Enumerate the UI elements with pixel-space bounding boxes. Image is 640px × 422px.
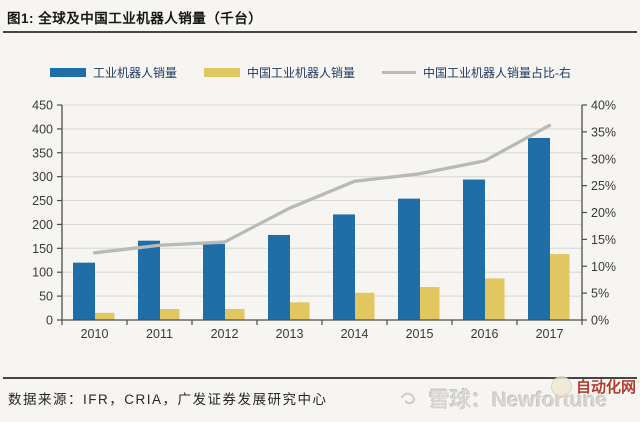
bar-china-2013 (290, 302, 310, 320)
x-axis-year-label: 2012 (211, 327, 239, 341)
left-axis-tick: 100 (32, 266, 53, 280)
left-axis-tick: 50 (39, 290, 53, 304)
bar-china-2012 (225, 309, 245, 320)
left-axis-tick: 450 (32, 99, 53, 113)
chart-legend: 工业机器人销量 中国工业机器人销量 中国工业机器人销量占比-右 (50, 64, 571, 81)
right-axis-tick: 5% (591, 287, 609, 301)
badge-text: 自动化网 (575, 379, 636, 396)
bar-china-2010 (95, 312, 115, 320)
legend-swatch-global-bar (50, 68, 86, 77)
left-axis-tick: 350 (32, 146, 53, 160)
bar-global-2014 (333, 214, 355, 320)
left-axis-tick: 0 (46, 314, 53, 328)
legend-item-china-share: 中国工业机器人销量占比-右 (382, 64, 571, 81)
bar-global-2016 (463, 179, 485, 320)
left-axis-tick: 200 (32, 218, 53, 232)
right-axis-tick: 40% (591, 99, 616, 113)
bars-global-sales (73, 137, 550, 320)
x-axis-year-label: 2010 (81, 327, 109, 341)
left-axis-tick: 150 (32, 242, 53, 256)
bar-china-2011 (160, 309, 180, 320)
left-axis-tick: 400 (32, 122, 53, 136)
bars-china-sales (95, 254, 570, 320)
right-axis-tick: 25% (591, 179, 616, 193)
x-axis-year-label: 2017 (536, 327, 564, 341)
figure-title: 图1: 全球及中国工业机器人销量（千台） (7, 11, 263, 26)
x-axis-year-label: 2015 (406, 327, 434, 341)
legend-item-global-sales: 工业机器人销量 (50, 64, 177, 81)
legend-label-china-share: 中国工业机器人销量占比-右 (423, 66, 572, 80)
axis-labels: 0 50 100 150 200 250 300 350 400 450 0% 5% 10% 15% 20%… (32, 99, 616, 342)
bar-global-2013 (268, 234, 290, 320)
ratio-line (92, 123, 552, 255)
bar-global-2011 (138, 240, 160, 320)
axes (57, 104, 587, 325)
x-axis-year-label: 2011 (146, 327, 173, 341)
xueqiu-snowball-icon (400, 392, 416, 405)
x-axis-year-label: 2013 (276, 327, 304, 341)
legend-swatch-share-line (382, 71, 417, 74)
bottom-divider (3, 377, 637, 379)
legend-item-china-sales: 中国工业机器人销量 (204, 64, 355, 81)
bar-china-2014 (355, 292, 375, 320)
automation-site-icon (550, 376, 572, 397)
right-axis-tick: 20% (591, 206, 616, 220)
bar-global-2010 (73, 262, 95, 320)
x-axis-year-label: 2016 (471, 327, 499, 341)
legend-swatch-china-bar (204, 68, 241, 77)
bar-global-2017 (528, 137, 550, 320)
bar-china-2017 (550, 254, 570, 320)
left-axis-tick: 300 (32, 170, 53, 184)
bar-global-2015 (398, 198, 420, 320)
x-axis-year-label: 2014 (341, 327, 369, 341)
right-axis-tick: 15% (591, 233, 616, 247)
right-axis-tick: 10% (591, 260, 616, 274)
automation-site-badge: 自动化网 (550, 376, 636, 397)
data-source-note: 数据来源：IFR，CRIA，广发证券发展研究中心 (8, 392, 328, 407)
legend-label-global-sales: 工业机器人销量 (93, 66, 178, 80)
top-divider (3, 31, 637, 33)
right-axis-tick: 0% (591, 314, 609, 328)
right-axis-tick: 35% (591, 125, 616, 139)
sales-combo-chart: 0 50 100 150 200 250 300 350 400 450 0% 5% 10% 15% 20%… (32, 99, 616, 342)
right-axis-tick: 30% (591, 152, 616, 166)
bar-china-2015 (420, 287, 440, 320)
legend-label-china-sales: 中国工业机器人销量 (247, 66, 356, 80)
bar-global-2012 (203, 244, 225, 320)
left-axis-tick: 250 (32, 194, 53, 208)
china-share-line (92, 123, 552, 255)
bar-china-2016 (485, 278, 505, 320)
